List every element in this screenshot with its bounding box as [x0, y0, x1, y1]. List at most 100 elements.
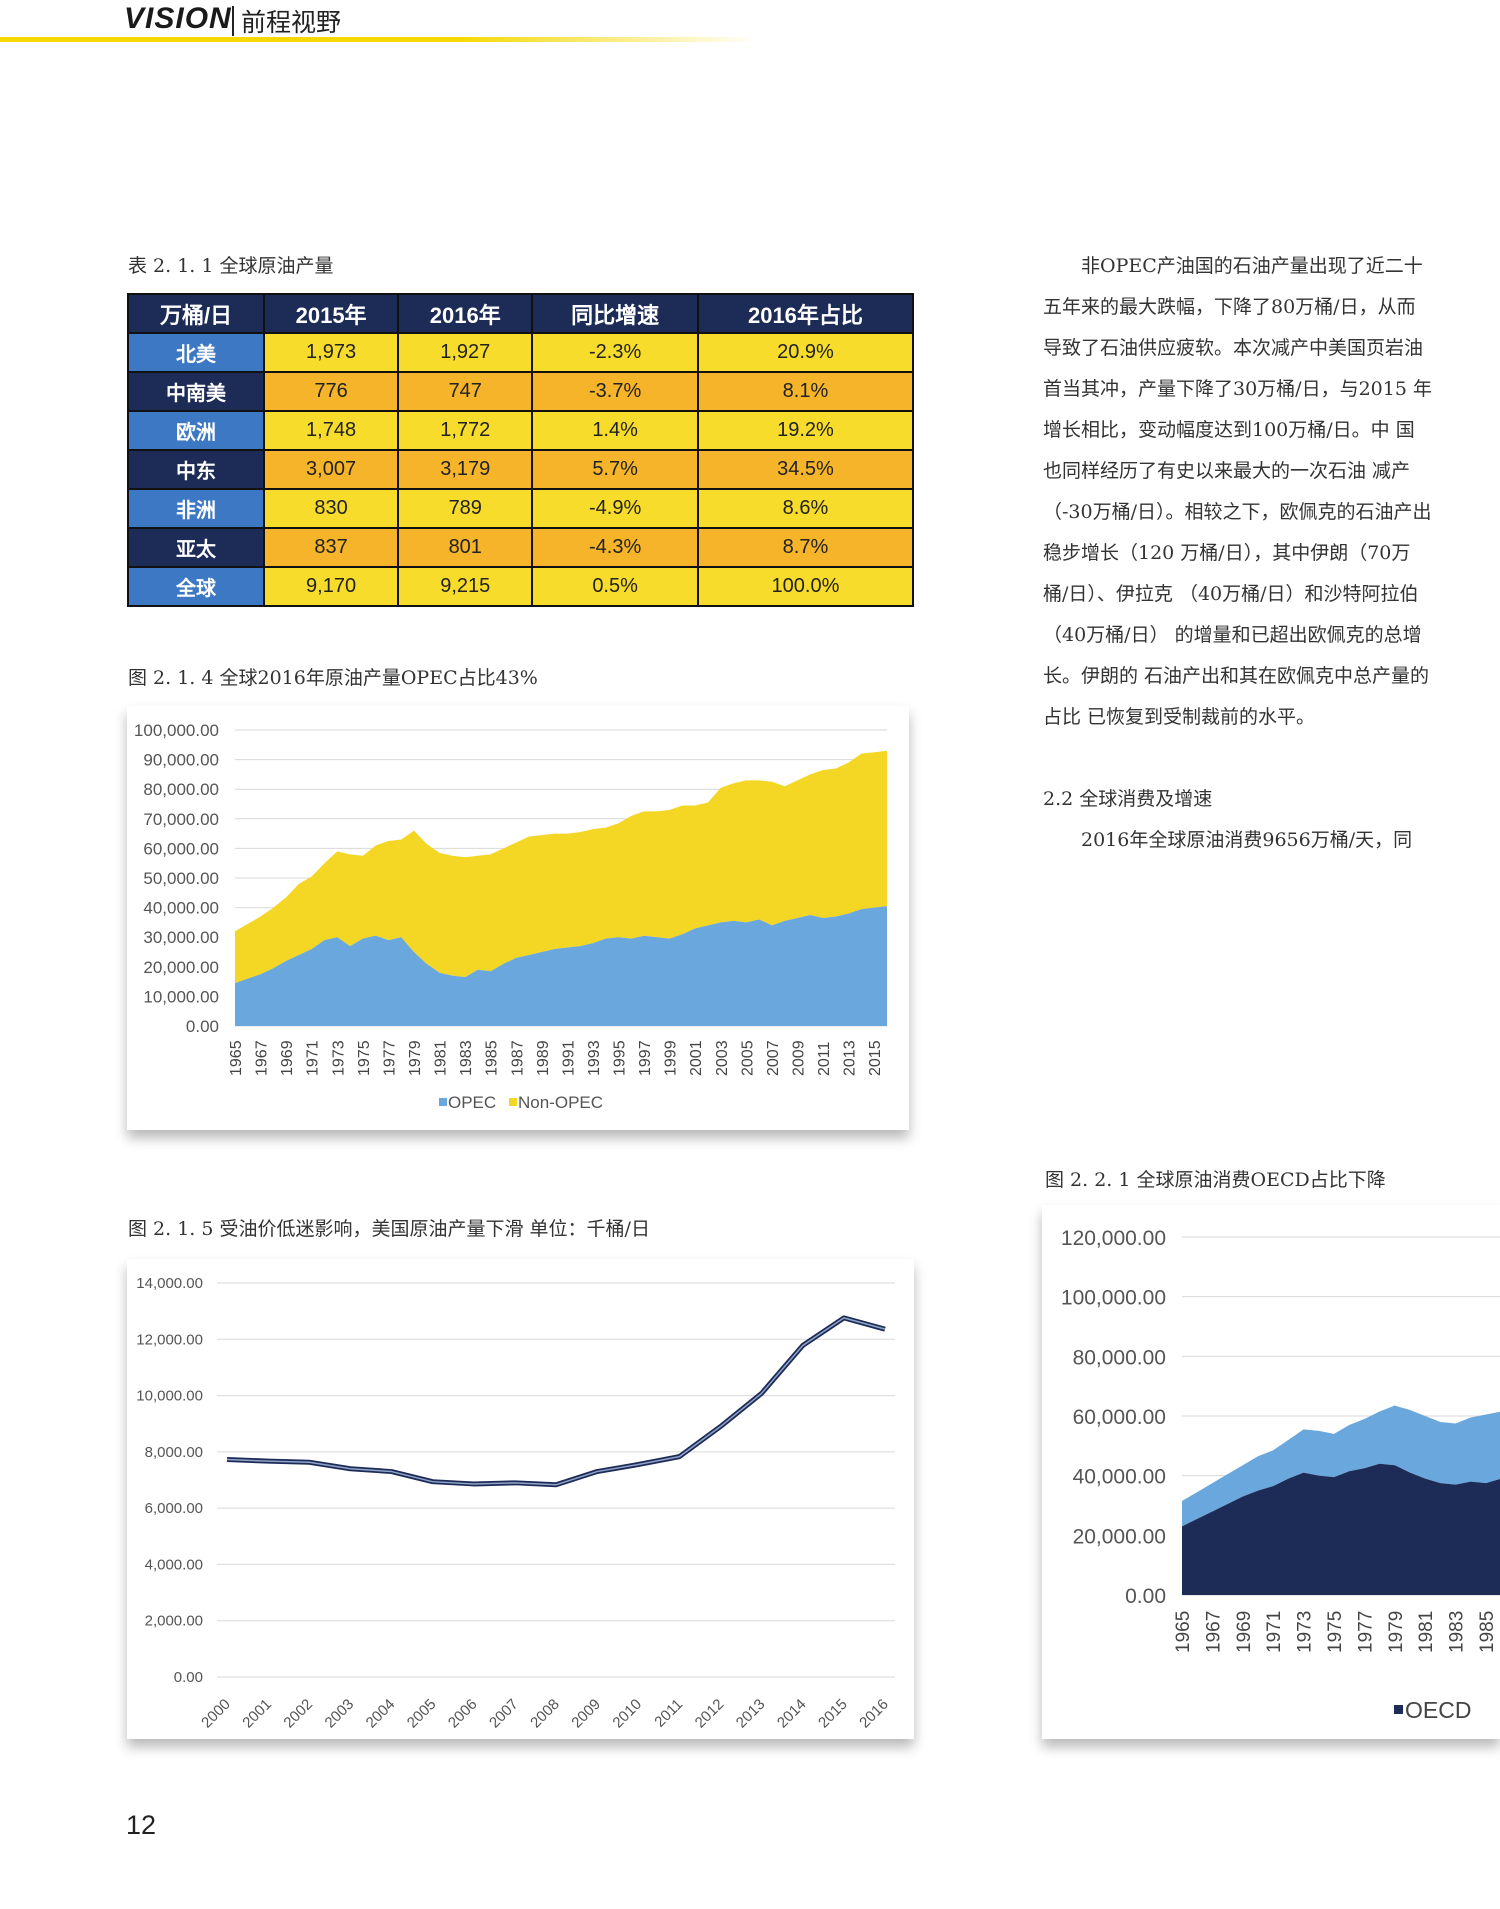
x-tick-label: 1985: [1477, 1611, 1498, 1653]
x-tick-label: 1965: [228, 1040, 245, 1076]
x-tick-label: 2012: [692, 1696, 728, 1732]
y-tick-label: 20,000.00: [143, 958, 219, 977]
chart-us-production: 14,000.00 12,000.00 10,000.00 8,000.00 6,000…: [136, 1275, 895, 1732]
row-header: 欧洲: [127, 410, 265, 451]
y-tick-label: 60,000.00: [143, 839, 219, 858]
paragraph-non-opec: 非OPEC产油国的石油产量出现了近二十五年来的最大跌幅，下降了80万桶/日，从而…: [1043, 255, 1432, 728]
legend-swatch-non-opec: [509, 1098, 517, 1106]
x-tick-label: 2001: [688, 1040, 705, 1076]
body-text-column: 非OPEC产油国的石油产量出现了近二十五年来的最大跌幅，下降了80万桶/日，从而…: [1043, 246, 1433, 861]
fig-2-1-5-caption: 图 2. 1. 5 受油价低迷影响，美国原油产量下滑 单位：千桶/日: [128, 1218, 650, 1240]
y-tick-label: 80,000.00: [1073, 1346, 1166, 1369]
x-tick-label: 1991: [560, 1040, 577, 1076]
y-tick-label: 40,000.00: [1073, 1466, 1166, 1489]
x-tick-label: 1975: [356, 1040, 373, 1076]
y-tick-label: 12,000.00: [136, 1331, 203, 1348]
x-tick-label: 1989: [535, 1040, 552, 1076]
y-tick-label: 50,000.00: [143, 869, 219, 888]
table-header-cell: 2016年: [397, 293, 534, 334]
x-tick-label: 2013: [733, 1696, 769, 1732]
row-header: 中东: [127, 449, 265, 490]
x-tick-label: 1981: [1416, 1611, 1437, 1653]
y-tick-label: 8,000.00: [145, 1444, 203, 1461]
x-tick-label: 1995: [612, 1040, 629, 1076]
y-tick-label: 0.00: [1125, 1585, 1166, 1608]
x-tick-label: 2009: [791, 1040, 808, 1076]
x-tick-label: 1977: [1355, 1611, 1376, 1653]
chart-opec-share: 100,000.00 90,000.00 80,000.00 70,000.00 60,…: [134, 721, 887, 1112]
y-tick-label: 0.00: [174, 1669, 203, 1686]
x-tick-label: 2005: [739, 1040, 756, 1076]
x-tick-label: 1971: [1264, 1611, 1285, 1653]
y-tick-label: 10,000.00: [136, 1388, 203, 1405]
x-tick-label: 1977: [381, 1040, 398, 1076]
series-line-us: [226, 1315, 886, 1488]
table-cell: 789: [397, 488, 534, 529]
table-cell: 801: [397, 527, 534, 568]
row-header: 中南美: [127, 371, 265, 412]
y-tick-label: 2,000.00: [145, 1613, 203, 1630]
x-tick-label: 2013: [842, 1040, 859, 1076]
table-row: 亚太 837 801 -4.3% 8.7%: [127, 527, 915, 568]
table-cell: -4.3%: [531, 527, 699, 568]
table-cell: 837: [262, 527, 400, 568]
x-tick-label: 2011: [651, 1696, 686, 1731]
table-cell: 1,973: [262, 332, 400, 373]
table-header-cell: 同比增速: [531, 293, 699, 334]
production-table: 万桶/日 2015年 2016年 同比增速 2016年占比 北美 1,973 1…: [127, 293, 915, 607]
page-number: 12: [126, 1810, 157, 1840]
x-tick-label: 2011: [816, 1041, 833, 1076]
x-tick-label: 2015: [815, 1696, 851, 1732]
x-tick-label: 2007: [765, 1040, 782, 1076]
x-tick-label: 2004: [363, 1696, 399, 1732]
x-tick-label: 1985: [484, 1040, 501, 1076]
series-area-oecd: [1182, 1463, 1500, 1595]
x-tick-label: 1979: [407, 1040, 424, 1076]
table-cell: 747: [397, 371, 534, 412]
table-cell: 830: [262, 488, 400, 529]
y-tick-label: 0.00: [186, 1017, 219, 1036]
x-tick-label: 2003: [322, 1696, 358, 1732]
y-tick-label: 10,000.00: [143, 987, 219, 1006]
series-area-opec: [235, 906, 887, 1026]
x-tick-label: 2005: [404, 1696, 440, 1732]
table-header-cell: 2015年: [262, 293, 400, 334]
table-cell: 5.7%: [531, 449, 699, 490]
x-tick-label: 2016: [856, 1696, 892, 1732]
table-caption: 表 2. 1. 1 全球原油产量: [128, 255, 334, 277]
x-tick-label: 1971: [305, 1040, 322, 1076]
x-tick-label: 2014: [774, 1696, 810, 1732]
x-tick-label: 1997: [637, 1040, 654, 1076]
y-tick-label: 90,000.00: [143, 751, 219, 770]
table-row: 全球 9,170 9,215 0.5% 100.0%: [127, 566, 915, 607]
y-tick-label: 6,000.00: [145, 1500, 203, 1517]
series-line-highlight: [226, 1317, 886, 1486]
fig-2-1-4-caption: 图 2. 1. 4 全球2016年原油产量OPEC占比43%: [128, 667, 538, 689]
series-area-non-opec: [235, 750, 887, 984]
table-cell: 8.1%: [696, 371, 915, 412]
y-tick-label: 30,000.00: [143, 928, 219, 947]
x-tick-label: 2000: [198, 1696, 234, 1732]
x-tick-label: 1967: [1203, 1611, 1224, 1653]
x-tick-label: 2003: [714, 1040, 731, 1076]
row-header: 亚太: [127, 527, 265, 568]
x-tick-label: 2002: [280, 1696, 316, 1732]
chart-us-production-panel: 14,000.00 12,000.00 10,000.00 8,000.00 6,000…: [127, 1259, 914, 1739]
x-tick-label: 1981: [433, 1040, 450, 1076]
x-tick-label: 1967: [254, 1040, 271, 1076]
row-header: 北美: [127, 332, 265, 373]
chart-oecd-consumption-panel: 120,000.00 100,000.00 80,000.00 60,000.00 40…: [1042, 1205, 1500, 1739]
table-cell: -3.7%: [531, 371, 699, 412]
table-cell: 1,927: [397, 332, 534, 373]
table-cell: 0.5%: [531, 566, 699, 607]
header-accent-bar: [0, 37, 760, 42]
y-tick-label: 20,000.00: [1073, 1525, 1166, 1548]
table-cell: 9,170: [262, 566, 400, 607]
x-tick-label: 2007: [486, 1696, 522, 1732]
x-tick-label: 2008: [527, 1696, 563, 1732]
y-tick-label: 60,000.00: [1073, 1406, 1166, 1429]
x-tick-label: 1973: [330, 1040, 347, 1076]
x-tick-label: 1969: [1234, 1611, 1255, 1653]
table-cell: 8.7%: [696, 527, 915, 568]
table-row: 非洲 830 789 -4.9% 8.6%: [127, 488, 915, 529]
